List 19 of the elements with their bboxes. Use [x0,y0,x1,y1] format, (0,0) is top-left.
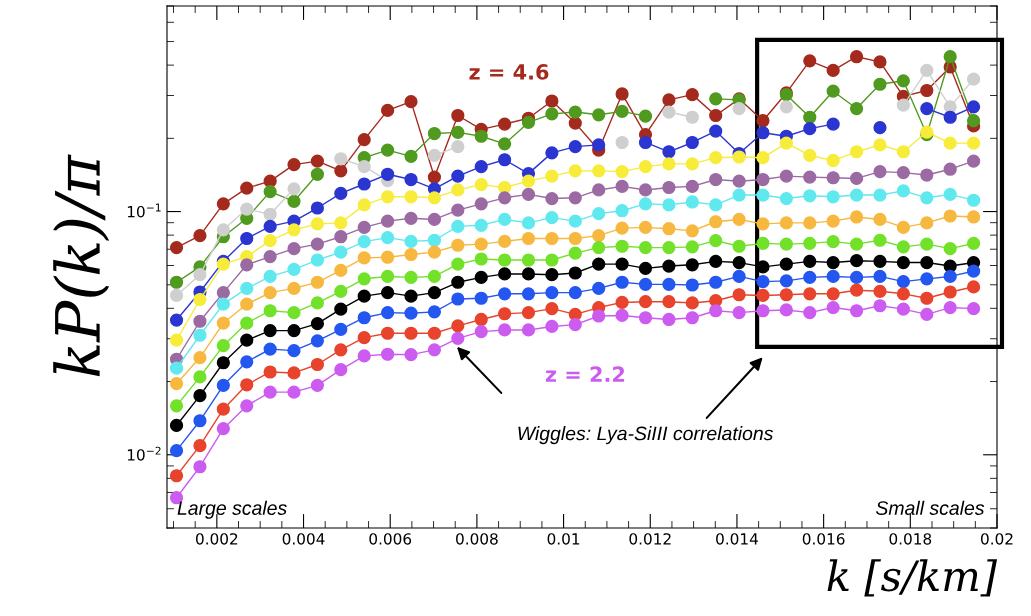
series-label: z = 4.6 [469,64,549,80]
x-tick-label: 0.002 [195,533,238,545]
x-tick-label: 0.008 [456,533,498,545]
x-tick-label: 0.014 [716,533,758,545]
y-tick-label: 10$^{−1}$ [127,203,161,218]
x-axis-title: k [s/km] [827,559,998,597]
series-label: z = 2.2 [545,366,625,382]
x-tick-label: 0.004 [282,533,325,545]
annotation: Wiggles: Lya-SiIII correlations [518,426,774,445]
y-tick-label: 10$^{−2}$ [127,446,161,461]
x-tick-label: 0.018 [889,533,932,545]
annotation: Small scales [875,500,985,515]
x-tick-label: 0.006 [369,533,412,545]
y-axis-title: kP(k)/π [53,154,110,377]
x-tick-label: 0.01 [547,533,580,545]
x-tick-label: 0.012 [629,533,671,545]
annotation: Large scales [177,500,287,519]
x-tick-label: 0.016 [802,533,845,545]
x-tick-label: 0.02 [981,533,1013,545]
